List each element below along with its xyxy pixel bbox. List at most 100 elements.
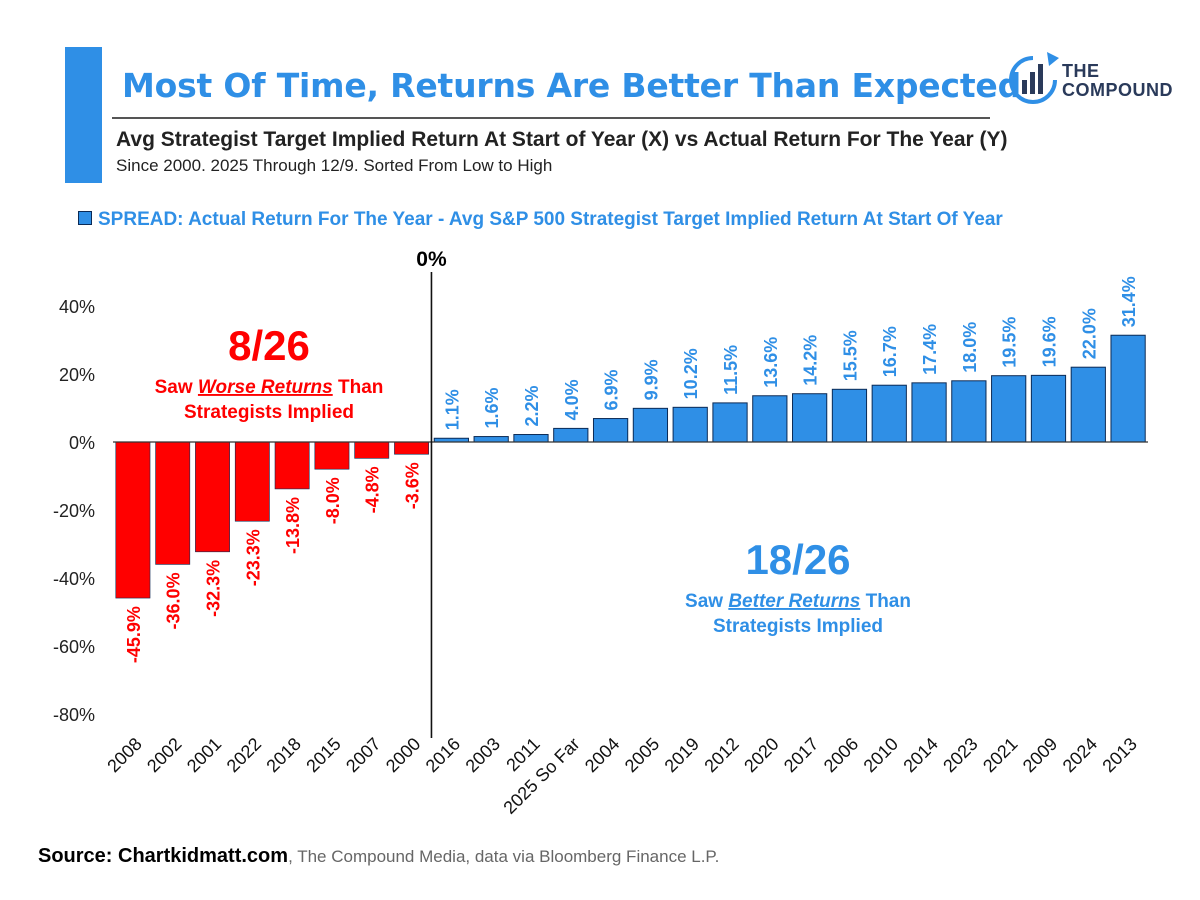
source-bold: Source: Chartkidmatt.com (38, 845, 289, 867)
data-label: 19.6% (1039, 316, 1059, 367)
x-tick-label: 2021 (979, 734, 1021, 776)
bar (195, 441, 230, 553)
y-tick-label: -80% (53, 705, 95, 725)
bar (1110, 334, 1146, 443)
chart-legend: SPREAD: Actual Return For The Year - Avg… (78, 209, 1003, 231)
data-label: -36.0% (164, 572, 184, 629)
y-tick-label: -40% (53, 569, 95, 589)
chart-subtitle: Avg Strategist Target Implied Return At … (116, 128, 1008, 151)
y-tick-label: 0% (69, 433, 95, 453)
positive-annotation-count: 18/26 (745, 536, 850, 583)
x-tick-label: 2016 (422, 734, 464, 776)
negative-annotation-caption-line1: Saw Worse Returns Than (155, 377, 384, 398)
bar (951, 380, 987, 443)
x-tick-label: 2022 (223, 734, 265, 776)
bar (672, 406, 708, 443)
chart-note: Since 2000. 2025 Through 12/9. Sorted Fr… (116, 156, 553, 175)
negative-annotation-count: 8/26 (228, 322, 310, 369)
x-tick-label: 2009 (1019, 734, 1061, 776)
bar (712, 402, 748, 443)
x-tick-label: 2015 (302, 734, 344, 776)
legend-label: SPREAD: Actual Return For The Year - Avg… (98, 209, 1003, 230)
source-rest: , The Compound Media, data via Bloomberg… (288, 847, 720, 866)
positive-annotation-caption-line1: Saw Better Returns Than (685, 591, 911, 612)
bar (911, 382, 947, 443)
data-label: 17.4% (920, 324, 940, 375)
x-tick-label: 2002 (143, 734, 185, 776)
chart-title: Most Of Time, Returns Are Better Than Ex… (122, 66, 1022, 105)
bar (513, 434, 549, 443)
x-tick-label: 2001 (183, 734, 225, 776)
zero-divider-label: 0% (416, 248, 447, 271)
data-label: 6.9% (602, 370, 622, 411)
bar (1070, 366, 1106, 443)
source-line: Source: Chartkidmatt.com, The Compound M… (38, 845, 719, 868)
y-tick-label: -20% (53, 501, 95, 521)
y-tick-label: 40% (59, 297, 95, 317)
x-tick-label: 2003 (462, 734, 504, 776)
x-tick-label: 2017 (780, 734, 822, 776)
bar (473, 436, 509, 443)
bar (155, 441, 191, 565)
data-label: 2.2% (522, 385, 542, 426)
data-label: -23.3% (243, 529, 263, 586)
data-label: 16.7% (880, 326, 900, 377)
data-label: 18.0% (960, 322, 980, 373)
bar (632, 407, 669, 443)
x-tick-label: 2006 (820, 734, 862, 776)
y-tick-label: -60% (53, 637, 95, 657)
bar (115, 441, 151, 599)
logo-line2: COMPOUND (1062, 80, 1173, 100)
x-tick-label: 2020 (740, 734, 782, 776)
y-tick-label: 20% (59, 365, 95, 385)
x-tick-label: 2007 (342, 734, 384, 776)
data-label: 19.5% (1000, 317, 1020, 368)
bar (792, 393, 828, 443)
bar-chart: 40% 20% 0% -20% -40% -60% -80% -45.9% 2008 -36.0%… (53, 248, 1148, 818)
bar (553, 427, 589, 443)
x-tick-label: 2000 (382, 734, 424, 776)
positive-annotation-caption-line2: Strategists Implied (713, 616, 883, 637)
data-label: 1.1% (442, 389, 462, 430)
data-label: 15.5% (840, 330, 860, 381)
x-tick-label: 2013 (1098, 734, 1140, 776)
data-label: 10.2% (681, 348, 701, 399)
bar (752, 395, 788, 443)
data-label: -8.0% (323, 477, 343, 524)
accent-bar (65, 47, 102, 183)
bar (871, 384, 907, 443)
x-tick-label: 2023 (939, 734, 981, 776)
negative-annotation-caption-line2: Strategists Implied (184, 402, 354, 423)
bar (831, 388, 868, 443)
x-tick-label: 2010 (860, 734, 902, 776)
x-tick-label: 2024 (1059, 734, 1101, 776)
bar (234, 441, 270, 522)
x-tick-label: 2004 (581, 734, 623, 776)
data-label: -45.9% (124, 606, 144, 663)
x-tick-label: 2012 (700, 734, 742, 776)
data-label: 31.4% (1119, 276, 1139, 327)
data-label: 4.0% (562, 379, 582, 420)
legend-swatch (78, 211, 92, 225)
logo-wordmark: THE COMPOUND (1062, 62, 1173, 100)
bar (354, 441, 390, 459)
bar (991, 375, 1027, 443)
data-label: 11.5% (721, 345, 741, 395)
x-tick-label: 2014 (899, 734, 941, 776)
data-label: -4.8% (363, 466, 383, 513)
data-label: 9.9% (641, 359, 661, 400)
data-label: -3.6% (403, 462, 423, 509)
x-tick-label: 2005 (621, 734, 663, 776)
data-label: 22.0% (1079, 308, 1099, 359)
data-label: 1.6% (482, 388, 502, 429)
x-tick-label: 2008 (103, 734, 145, 776)
data-label: 14.2% (801, 335, 821, 386)
bar (274, 441, 310, 490)
logo-line1: THE (1062, 61, 1100, 81)
bar (1030, 374, 1067, 443)
bar (592, 418, 629, 443)
title-divider (112, 117, 990, 119)
x-tick-label: 2018 (263, 734, 305, 776)
x-tick-label: 2019 (661, 734, 703, 776)
bar (394, 441, 429, 455)
